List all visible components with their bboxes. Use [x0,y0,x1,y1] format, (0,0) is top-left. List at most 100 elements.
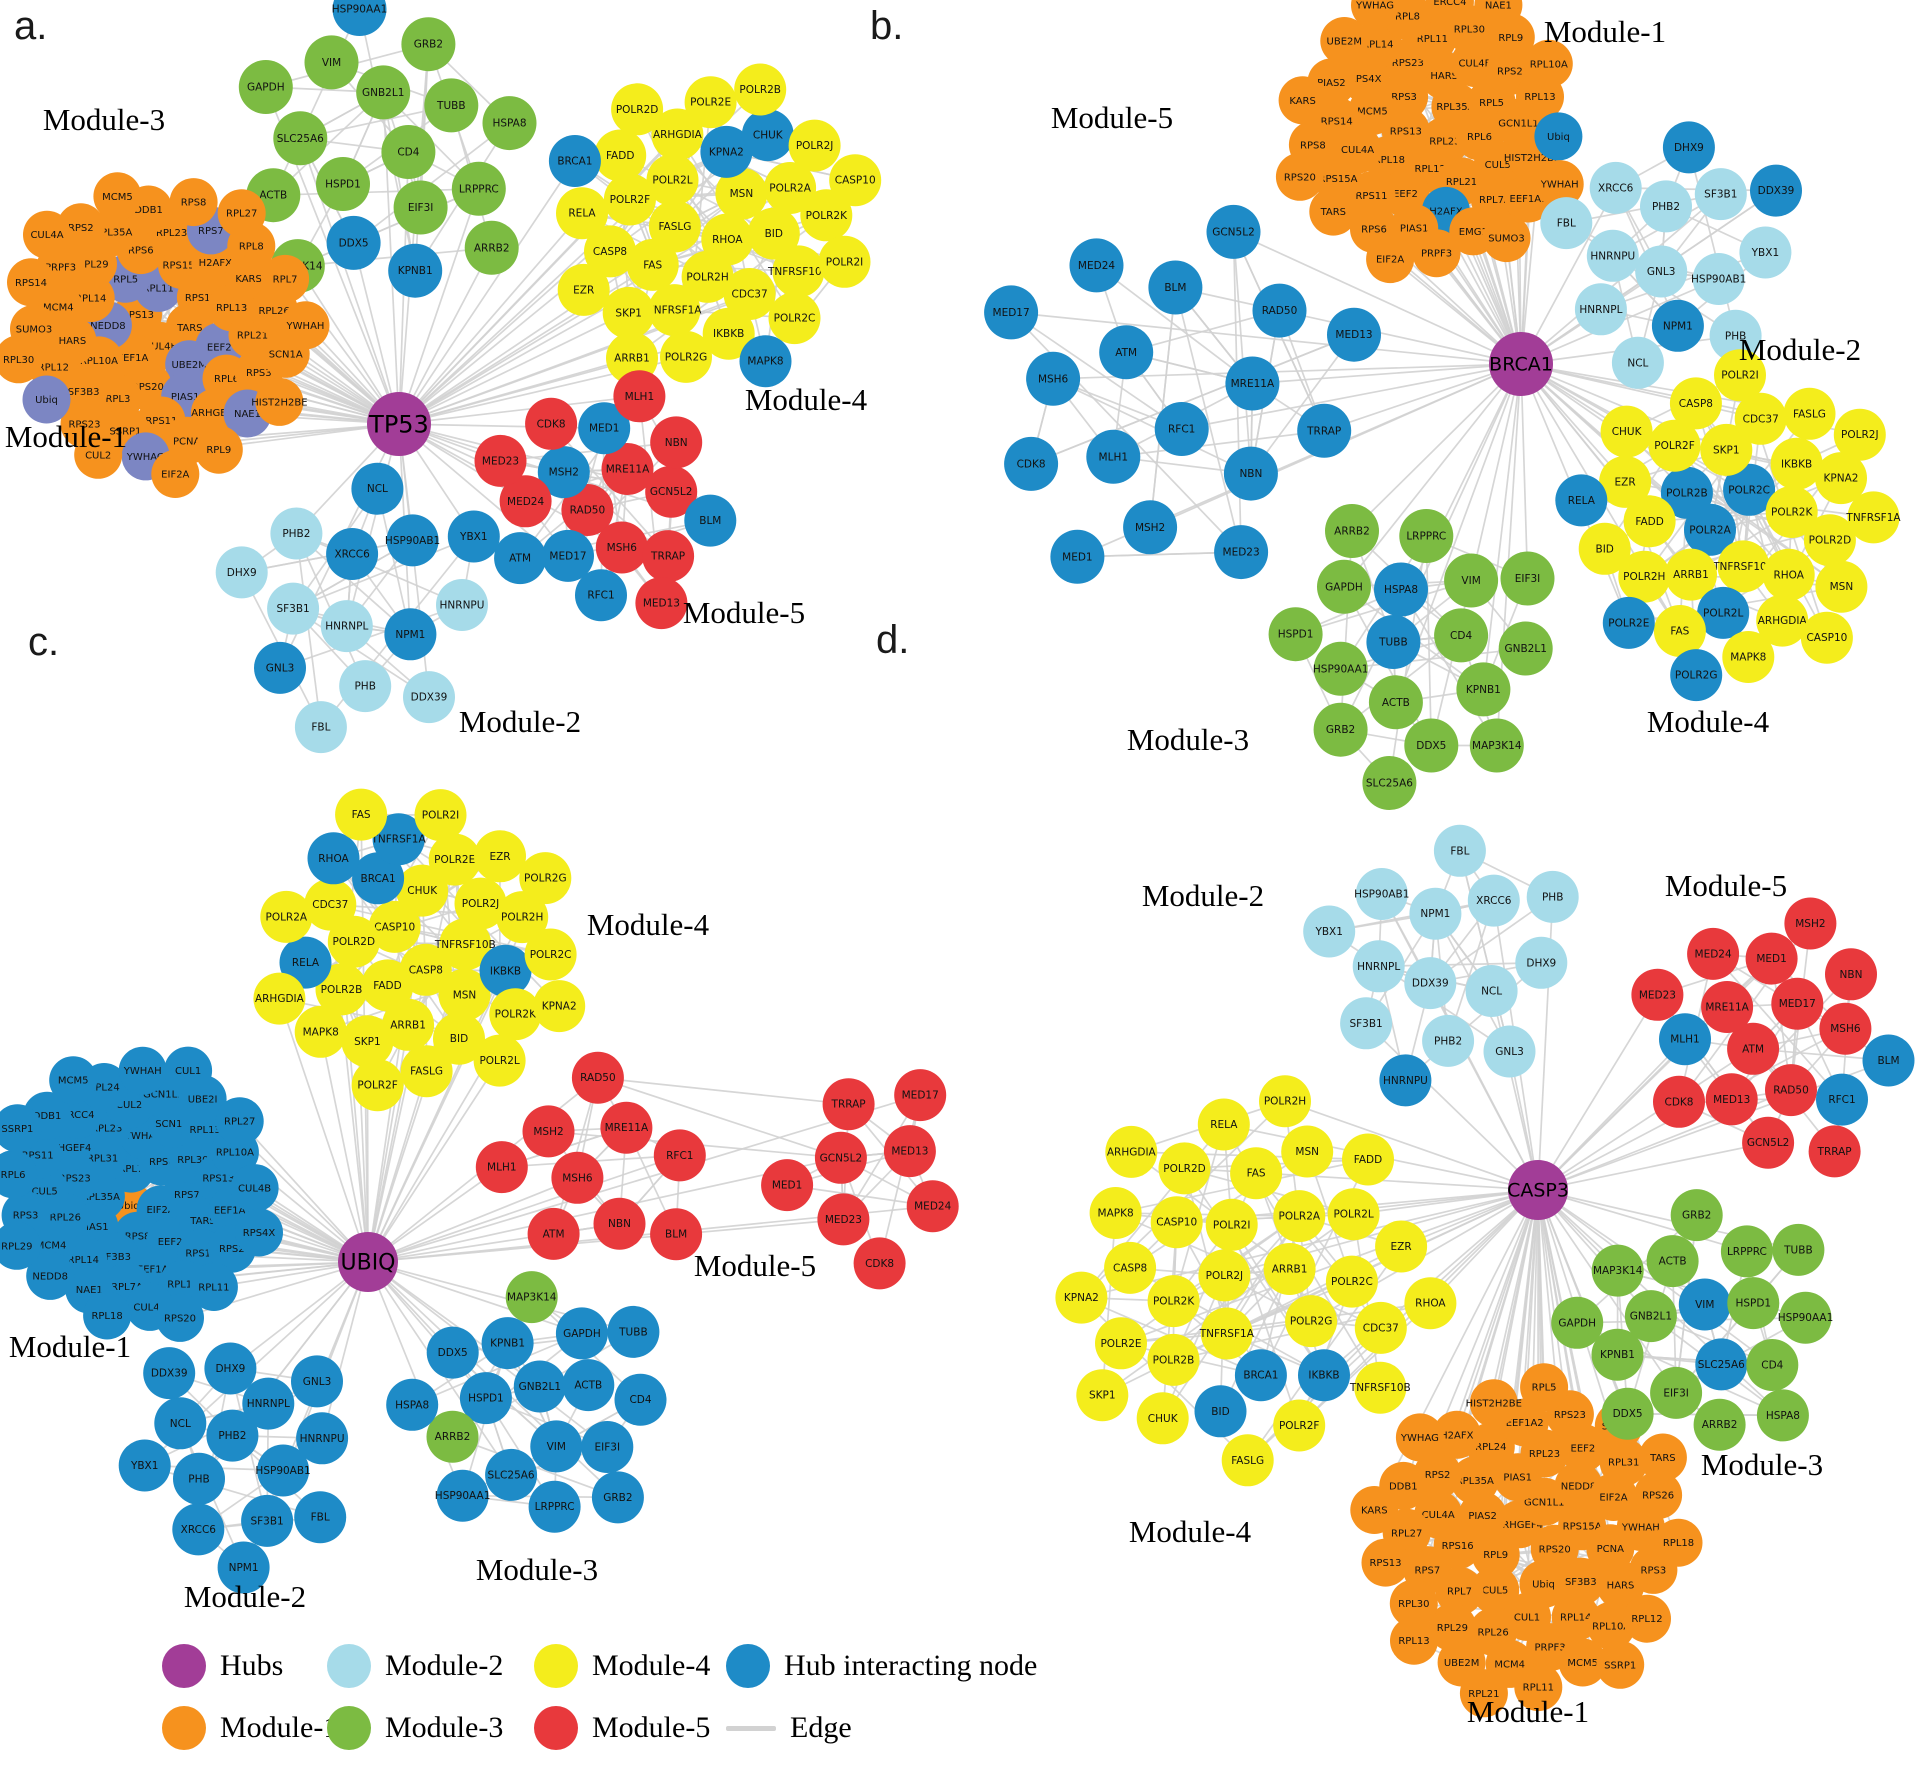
node-TNFRSF10B[interactable]: TNFRSF10B [1712,540,1774,593]
node-circle[interactable] [1362,756,1417,810]
node-circle[interactable] [1756,1389,1809,1442]
node-circle[interactable] [1623,495,1676,548]
node-circle[interactable] [403,671,455,724]
node-GNL3[interactable]: GNL3 [1635,245,1688,298]
node-CDK8[interactable]: CDK8 [1653,1075,1705,1128]
node-NCL[interactable]: NCL [154,1397,207,1450]
node-POLR2F[interactable]: POLR2F [1273,1399,1326,1452]
node-HSP90AA1[interactable]: HSP90AA1 [1778,1291,1834,1344]
node-POLR2H[interactable]: POLR2H [496,891,549,944]
node-MRE11A[interactable]: MRE11A [600,1101,653,1154]
node-circle[interactable] [1444,553,1499,608]
node-PHB2[interactable]: PHB2 [1640,180,1692,233]
node-RELA[interactable]: RELA [1197,1098,1250,1151]
node-circle[interactable] [650,416,703,469]
node-circle[interactable] [1746,1339,1799,1391]
node-circle[interactable] [386,1378,439,1431]
node-PHB[interactable]: PHB [173,1452,225,1505]
node-RPL10A[interactable]: RPL10A [1524,39,1573,88]
node-MED13[interactable]: MED13 [1705,1073,1758,1126]
node-circle[interactable] [524,928,577,981]
node-circle[interactable] [1534,112,1583,161]
node-FBL[interactable]: FBL [1433,824,1486,877]
node-circle[interactable] [1770,437,1823,490]
node-RELA[interactable]: RELA [279,936,332,989]
node-GNL3[interactable]: GNL3 [1483,1025,1536,1078]
node-POLR2L[interactable]: POLR2L [1327,1188,1380,1241]
node-circle[interactable] [1395,1413,1444,1462]
node-circle[interactable] [1313,702,1368,757]
node-MED13[interactable]: MED13 [635,577,688,630]
node-circle[interactable] [1800,611,1853,664]
node-FADD[interactable]: FADD [1342,1133,1394,1186]
node-circle[interactable] [436,1469,489,1522]
node-CASP8[interactable]: CASP8 [1104,1241,1157,1294]
node-POLR2E[interactable]: POLR2E [1095,1317,1147,1370]
node-circle[interactable] [1745,932,1798,985]
node-RPL30[interactable]: RPL30 [1389,1579,1438,1628]
node-POLR2D[interactable]: POLR2D [1158,1142,1211,1195]
node-circle[interactable] [257,1444,310,1497]
node-GNL3[interactable]: GNL3 [254,641,306,694]
node-DDX39[interactable]: DDX39 [1750,164,1802,217]
node-circle[interactable] [320,600,373,653]
node-MSH6[interactable]: MSH6 [1819,1002,1872,1055]
node-circle[interactable] [474,434,527,487]
node-RAD50[interactable]: RAD50 [1252,283,1307,338]
node-UBE2M[interactable]: UBE2M [1320,17,1369,65]
node-POLR2E[interactable]: POLR2E [1602,596,1655,649]
node-NBN[interactable]: NBN [1223,446,1278,501]
node-circle[interactable] [648,200,701,253]
node-EIF2A[interactable]: EIF2A [151,450,200,498]
node-circle[interactable] [1465,965,1518,1017]
node-circle[interactable] [1694,168,1747,221]
node-circle[interactable] [1200,1307,1253,1360]
node-RPL7[interactable]: RPL7 [261,254,310,303]
node-circle[interactable] [255,377,304,426]
node-PHB2[interactable]: PHB2 [1422,1014,1475,1067]
node-circle[interactable] [818,235,871,288]
node-circle[interactable] [1555,474,1608,527]
node-circle[interactable] [1665,548,1717,601]
node-MED24[interactable]: MED24 [499,475,552,528]
node-ACTB[interactable]: ACTB [1646,1235,1699,1288]
node-circle[interactable] [1355,868,1408,920]
node-circle[interactable] [351,1059,404,1112]
node-HNRNPU[interactable]: HNRNPU [436,579,488,631]
node-POLR2J[interactable]: POLR2J [1198,1249,1251,1302]
node-circle[interactable] [1105,1125,1158,1178]
node-circle[interactable] [1653,1075,1705,1128]
node-HIST2H2BE[interactable]: HIST2H2BE [1466,1379,1522,1428]
node-circle[interactable] [601,443,654,495]
node-TRRAP[interactable]: TRRAP [1297,403,1352,458]
node-LRPPRC[interactable]: LRPPRC [451,161,506,216]
node-circle[interactable] [1815,560,1868,613]
node-circle[interactable] [242,1377,295,1430]
node-RAD50[interactable]: RAD50 [571,1051,624,1104]
node-RPL30[interactable]: RPL30 [0,335,43,384]
node-TNFRSF1A[interactable]: TNFRSF1A [1199,1307,1255,1360]
node-circle[interactable] [215,546,268,599]
node-POLR2C[interactable]: POLR2C [1723,463,1776,516]
node-RAD50[interactable]: RAD50 [561,484,614,536]
node-CUL1[interactable]: CUL1 [164,1046,213,1095]
node-FASLG[interactable]: FASLG [1783,387,1836,440]
node-circle[interactable] [519,852,572,905]
node-RPL5[interactable]: RPL5 [1520,1363,1569,1412]
node-circle[interactable] [1340,997,1393,1050]
node-CDK8[interactable]: CDK8 [525,397,578,450]
node-MLH1[interactable]: MLH1 [613,370,666,423]
node-TUBB[interactable]: TUBB [607,1305,660,1358]
node-YWHAH[interactable]: YWHAH [118,1046,167,1095]
node-circle[interactable] [1104,1241,1157,1294]
node-circle[interactable] [26,1251,75,1300]
node-XRCC6[interactable]: XRCC6 [172,1503,225,1556]
node-circle[interactable] [459,1372,512,1425]
node-circle[interactable] [1456,662,1511,717]
node-CASP8[interactable]: CASP8 [1669,377,1722,430]
node-circle[interactable] [653,1129,706,1182]
node-EZR[interactable]: EZR [1599,455,1652,508]
node-BRCA1[interactable]: BRCA1 [1234,1349,1287,1402]
node-MED1[interactable]: MED1 [1745,932,1798,985]
node-circle[interactable] [281,301,330,350]
